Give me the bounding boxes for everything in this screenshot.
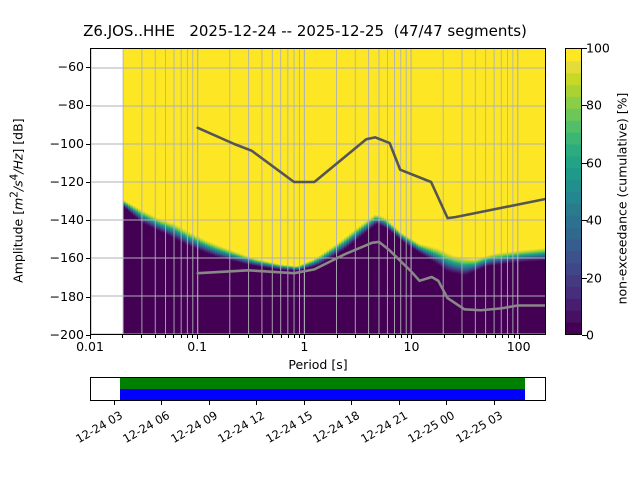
x-tick-mark-minor <box>272 335 274 338</box>
colorbar-tick-label: 100 <box>586 40 610 56</box>
x-tick-mark-minor <box>248 335 250 338</box>
y-tick-mark <box>86 67 90 69</box>
coverage-bar-blue <box>119 389 525 400</box>
y-tick-mark <box>86 105 90 107</box>
x-tick-mark-minor <box>293 335 295 338</box>
timeline-tick-mark <box>113 401 115 405</box>
timeline-tick-mark <box>256 401 258 405</box>
x-tick-mark-major <box>304 335 306 339</box>
y-axis-label-text: Amplitude [m2/s4/Hz] [dB] <box>8 118 26 283</box>
y-axis-tick-labels: −60 −80 −100 −120 −140 −160 −180 −200 <box>36 0 90 480</box>
colorbar-tick-label: 20 <box>586 270 602 286</box>
x-tick-label: 100 <box>506 339 531 354</box>
x-tick-label: 0.01 <box>76 339 104 354</box>
x-tick-mark-minor <box>394 335 396 338</box>
colorbar <box>565 48 582 335</box>
coverage-bar-green <box>119 378 525 389</box>
y-tick-mark <box>86 335 90 336</box>
x-tick-mark-minor <box>513 335 515 338</box>
timeline-tick-mark <box>351 401 353 405</box>
y-tick-label: −140 <box>49 212 84 228</box>
x-tick-mark-minor <box>261 335 263 338</box>
x-tick-mark-minor <box>355 335 357 338</box>
x-tick-mark-minor <box>494 335 496 338</box>
x-tick-mark-minor <box>122 335 124 338</box>
x-tick-mark-minor <box>141 335 143 338</box>
timeline-tick-mark <box>208 401 210 405</box>
plot-title: Z6.JOS..HHE 2025-12-24 -- 2025-12-25 (47… <box>83 22 527 40</box>
x-tick-mark-minor <box>379 335 381 338</box>
colorbar-tick-label: 0 <box>586 327 594 343</box>
x-tick-mark-minor <box>462 335 464 338</box>
y-tick-label: −100 <box>49 135 84 151</box>
y-tick-label: −60 <box>57 59 84 75</box>
ppsd-density-heatmap <box>91 49 545 334</box>
timeline-tick-mark <box>161 401 163 405</box>
x-tick-mark-major <box>90 335 91 339</box>
y-tick-label: −200 <box>49 327 84 342</box>
x-tick-mark-minor <box>299 335 301 338</box>
x-tick-mark-minor <box>280 335 282 338</box>
data-coverage-timeline <box>90 377 546 401</box>
colorbar-tick-mark <box>582 48 587 49</box>
x-tick-mark-minor <box>173 335 175 338</box>
colorbar-tick-label: 40 <box>586 212 602 228</box>
ppsd-axes <box>90 48 546 335</box>
x-tick-mark-minor <box>164 335 166 338</box>
timeline-tick-mark <box>398 401 400 405</box>
x-tick-mark-minor <box>508 335 510 338</box>
colorbar-gradient <box>566 49 581 334</box>
colorbar-tick-label: 80 <box>586 97 602 113</box>
y-tick-mark <box>86 258 90 260</box>
x-tick-mark-minor <box>368 335 370 338</box>
noise-model-curves <box>196 126 545 312</box>
colorbar-tick-mark <box>582 220 587 222</box>
x-tick-mark-minor <box>486 335 488 338</box>
x-tick-mark-minor <box>154 335 156 338</box>
colorbar-label: non-exceedance (cumulative) [%] <box>614 92 630 305</box>
y-tick-mark <box>86 296 90 298</box>
y-tick-label: −180 <box>49 288 84 304</box>
x-tick-mark-minor <box>401 335 403 338</box>
y-tick-mark <box>86 181 90 183</box>
axes-gridlines <box>91 49 545 334</box>
x-tick-mark-minor <box>502 335 504 338</box>
x-tick-label: 1 <box>300 339 309 354</box>
x-tick-mark-major <box>197 335 199 339</box>
colorbar-tick-label: 60 <box>586 155 602 171</box>
x-tick-mark-minor <box>192 335 194 338</box>
x-tick-mark-minor <box>229 335 231 338</box>
timeline-tick-mark <box>493 401 495 405</box>
x-tick-mark-minor <box>443 335 445 338</box>
x-tick-mark-major <box>518 335 520 339</box>
x-tick-label: 0.1 <box>187 339 208 354</box>
colorbar-tick-mark <box>582 277 587 279</box>
x-tick-mark-minor <box>180 335 182 338</box>
x-axis-label: Period [s] <box>288 357 348 372</box>
y-axis-label: Amplitude [m2/s4/Hz] [dB] <box>0 64 41 354</box>
y-tick-label: −80 <box>57 97 84 113</box>
colorbar-tick-mark <box>582 162 587 164</box>
x-tick-mark-minor <box>336 335 338 338</box>
timeline-tick-mark <box>303 401 305 405</box>
x-tick-label: 10 <box>403 339 420 354</box>
y-tick-label: −160 <box>49 250 84 266</box>
x-tick-mark-minor <box>406 335 408 338</box>
y-tick-label: −120 <box>49 173 84 189</box>
x-tick-mark-minor <box>186 335 188 338</box>
x-tick-mark-minor <box>387 335 389 338</box>
colorbar-tick-mark <box>582 105 587 107</box>
colorbar-tick-mark <box>582 335 587 336</box>
timeline-tick-mark <box>446 401 448 405</box>
x-tick-mark-major <box>411 335 413 339</box>
x-tick-mark-minor <box>476 335 477 338</box>
x-tick-mark-minor <box>287 335 289 338</box>
y-tick-mark <box>86 220 90 222</box>
y-tick-mark <box>86 143 90 145</box>
